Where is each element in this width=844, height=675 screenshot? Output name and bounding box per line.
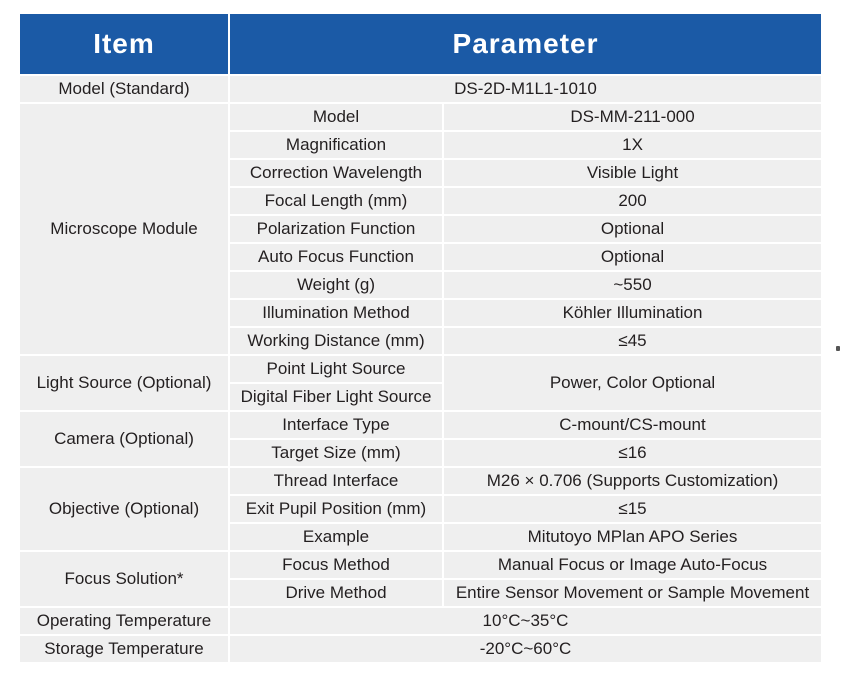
param-value: Optional	[444, 216, 822, 242]
param-value: Entire Sensor Movement or Sample Movemen…	[444, 580, 822, 606]
category-light-source: Light Source (Optional)	[20, 356, 228, 410]
header-parameter: Parameter	[230, 14, 822, 74]
param-name: Working Distance (mm)	[230, 328, 442, 354]
param-name: Correction Wavelength	[230, 160, 442, 186]
param-value: M26 × 0.706 (Supports Customization)	[444, 468, 822, 494]
param-value: Köhler Illumination	[444, 300, 822, 326]
param-value: ~550	[444, 272, 822, 298]
table-row: Focus Solution* Focus Method Manual Focu…	[20, 552, 822, 606]
table-row: Drive Method Entire Sensor Movement or S…	[20, 580, 822, 606]
param-name: Focal Length (mm)	[230, 188, 442, 214]
param-value: Visible Light	[444, 160, 822, 186]
param-value: ≤15	[444, 496, 822, 522]
table-row: Weight (g) ~550	[20, 272, 822, 298]
table-row: Digital Fiber Light Source	[20, 384, 821, 410]
table-row: Magnification 1X	[20, 132, 822, 158]
category-microscope-module: Microscope Module	[20, 104, 228, 354]
table-row: Focal Length (mm) 200	[20, 188, 822, 214]
param-value: DS-MM-211-000	[444, 104, 822, 130]
param-name: Drive Method	[230, 580, 442, 606]
table-row: Working Distance (mm) ≤45	[20, 328, 822, 354]
param-name: Illumination Method	[230, 300, 442, 326]
table-row: Microscope Module Model DS-MM-211-000	[20, 104, 822, 354]
table-row: Correction Wavelength Visible Light	[20, 160, 822, 186]
row-label: Model (Standard)	[20, 76, 228, 102]
param-name: Target Size (mm)	[230, 440, 442, 466]
param-name: Thread Interface	[230, 468, 442, 494]
header-row: Item Parameter	[20, 14, 822, 74]
param-value: 1X	[444, 132, 822, 158]
row-value: DS-2D-M1L1-1010	[230, 76, 822, 102]
param-value: Manual Focus or Image Auto-Focus	[444, 552, 822, 578]
param-value: Mitutoyo MPlan APO Series	[444, 524, 822, 550]
category-focus-solution: Focus Solution*	[20, 552, 228, 606]
table-row: Example Mitutoyo MPlan APO Series	[20, 524, 822, 550]
row-label: Operating Temperature	[20, 608, 228, 634]
param-name: Focus Method	[230, 552, 442, 578]
table-row: Target Size (mm) ≤16	[20, 440, 822, 466]
category-objective: Objective (Optional)	[20, 468, 228, 550]
table-row: Illumination Method Köhler Illumination	[20, 300, 822, 326]
table-row: Polarization Function Optional	[20, 216, 822, 242]
category-camera: Camera (Optional)	[20, 412, 228, 466]
param-name: Example	[230, 524, 442, 550]
table-row: Light Source (Optional) Point Light Sour…	[20, 356, 822, 410]
stray-mark	[836, 346, 840, 351]
row-label: Storage Temperature	[20, 636, 228, 662]
param-name: Polarization Function	[230, 216, 442, 242]
table-row: Auto Focus Function Optional	[20, 244, 822, 270]
spec-table: Item Parameter Model (Standard) DS-2D-M1…	[18, 12, 823, 664]
param-name: Point Light Source	[230, 356, 442, 382]
param-name: Digital Fiber Light Source	[230, 384, 442, 410]
param-name: Interface Type	[230, 412, 442, 438]
param-value: Optional	[444, 244, 822, 270]
param-name: Magnification	[230, 132, 442, 158]
param-name: Auto Focus Function	[230, 244, 442, 270]
table-row: Objective (Optional) Thread Interface M2…	[20, 468, 822, 550]
param-name: Exit Pupil Position (mm)	[230, 496, 442, 522]
header-item: Item	[20, 14, 228, 74]
param-name: Model	[230, 104, 442, 130]
table-row: Camera (Optional) Interface Type C-mount…	[20, 412, 822, 466]
param-value: 200	[444, 188, 822, 214]
table-row: Operating Temperature 10°C~35°C	[20, 608, 822, 634]
param-value: ≤16	[444, 440, 822, 466]
param-name: Weight (g)	[230, 272, 442, 298]
table-row: Storage Temperature -20°C~60°C	[20, 636, 822, 662]
param-value: Power, Color Optional	[444, 356, 822, 410]
table-row: Exit Pupil Position (mm) ≤15	[20, 496, 822, 522]
row-value: -20°C~60°C	[230, 636, 822, 662]
row-value: 10°C~35°C	[230, 608, 822, 634]
table-row: Model (Standard) DS-2D-M1L1-1010	[20, 76, 822, 102]
param-value: C-mount/CS-mount	[444, 412, 822, 438]
param-value: ≤45	[444, 328, 822, 354]
